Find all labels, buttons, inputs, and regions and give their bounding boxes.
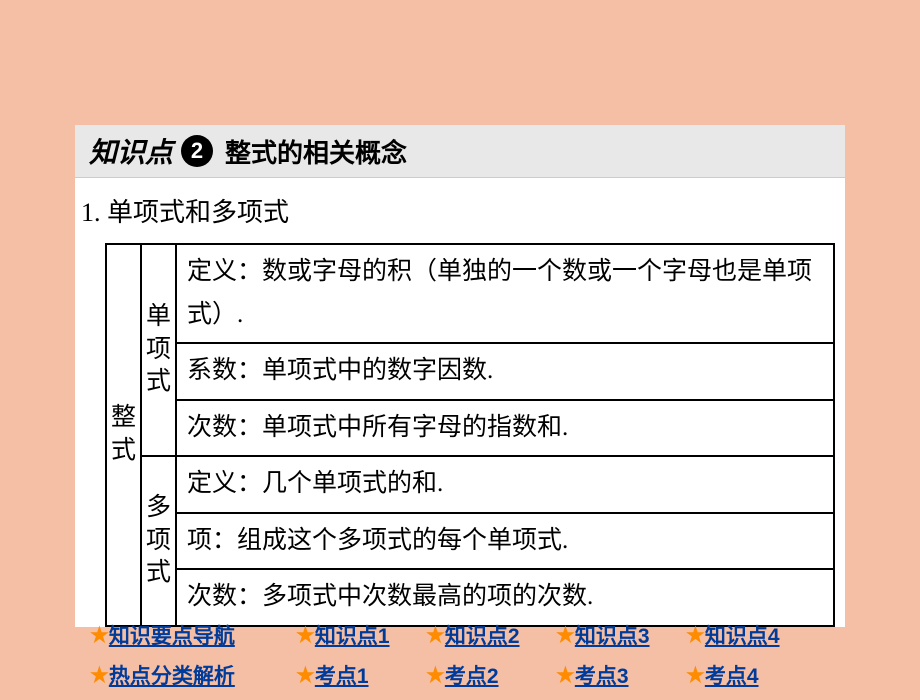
nav-item[interactable]: ★考点1 (296, 660, 426, 690)
table-row: 次数：单项式中所有字母的指数和. (106, 400, 834, 457)
content-panel: 知识点 2 整式的相关概念 1. 单项式和多项式 整式 单项式 定义：数或字母的… (75, 125, 845, 627)
nav-link-exam-1[interactable]: 考点1 (315, 660, 369, 690)
star-icon: ★ (426, 663, 445, 688)
section-title: 整式的相关概念 (225, 133, 407, 170)
nav-link-exam-2[interactable]: 考点2 (445, 660, 499, 690)
group1-header: 单项式 (141, 244, 176, 456)
star-icon: ★ (426, 623, 445, 648)
star-icon: ★ (90, 663, 109, 688)
nav-link-exam-3[interactable]: 考点3 (575, 660, 629, 690)
section-label: 知识点 (89, 131, 173, 171)
nav-link-knowledge-outline[interactable]: 知识要点导航 (109, 620, 235, 650)
nav-item[interactable]: ★知识点4 (686, 620, 816, 650)
section-header: 知识点 2 整式的相关概念 (75, 125, 845, 178)
nav-item[interactable]: ★知识点1 (296, 620, 426, 650)
star-icon: ★ (296, 663, 315, 688)
nav-item[interactable]: ★考点2 (426, 660, 556, 690)
outer-group-header: 整式 (106, 244, 141, 626)
nav-header-item[interactable]: ★知识要点导航 (90, 620, 296, 650)
definition-table: 整式 单项式 定义：数或字母的积（单独的一个数或一个字母也是单项式）. 系数：单… (105, 243, 835, 627)
nav-link-hotspot-analysis[interactable]: 热点分类解析 (109, 660, 235, 690)
star-icon: ★ (686, 623, 705, 648)
table-row: 多项式 定义：几个单项式的和. (106, 456, 834, 513)
definition-cell: 次数：单项式中所有字母的指数和. (176, 400, 834, 457)
table-row: 项：组成这个多项式的每个单项式. (106, 513, 834, 570)
star-icon: ★ (296, 623, 315, 648)
definition-cell: 定义：几个单项式的和. (176, 456, 834, 513)
table-row: 整式 单项式 定义：数或字母的积（单独的一个数或一个字母也是单项式）. (106, 244, 834, 343)
definition-cell: 系数：单项式中的数字因数. (176, 343, 834, 400)
nav-link-exam-4[interactable]: 考点4 (705, 660, 759, 690)
nav-link-knowledge-2[interactable]: 知识点2 (445, 620, 520, 650)
nav-item[interactable]: ★知识点2 (426, 620, 556, 650)
nav-link-knowledge-4[interactable]: 知识点4 (705, 620, 780, 650)
nav-row-1: ★知识要点导航 ★知识点1 ★知识点2 ★知识点3 ★知识点4 (90, 620, 860, 650)
definition-cell: 项：组成这个多项式的每个单项式. (176, 513, 834, 570)
star-icon: ★ (686, 663, 705, 688)
definition-cell: 次数：多项式中次数最高的项的次数. (176, 569, 834, 626)
table-row: 系数：单项式中的数字因数. (106, 343, 834, 400)
definition-cell: 定义：数或字母的积（单独的一个数或一个字母也是单项式）. (176, 244, 834, 343)
group2-header: 多项式 (141, 456, 176, 626)
navigation-area: ★知识要点导航 ★知识点1 ★知识点2 ★知识点3 ★知识点4 ★热点分类解析 … (90, 620, 860, 700)
star-icon: ★ (90, 623, 109, 648)
section-number-badge: 2 (181, 135, 213, 167)
nav-row-2: ★热点分类解析 ★考点1 ★考点2 ★考点3 ★考点4 (90, 660, 860, 690)
nav-item[interactable]: ★考点3 (556, 660, 686, 690)
star-icon: ★ (556, 623, 575, 648)
subsection-title: 1. 单项式和多项式 (75, 178, 845, 243)
nav-link-knowledge-3[interactable]: 知识点3 (575, 620, 650, 650)
nav-header-item[interactable]: ★热点分类解析 (90, 660, 296, 690)
table-row: 次数：多项式中次数最高的项的次数. (106, 569, 834, 626)
nav-item[interactable]: ★考点4 (686, 660, 816, 690)
nav-item[interactable]: ★知识点3 (556, 620, 686, 650)
nav-link-knowledge-1[interactable]: 知识点1 (315, 620, 390, 650)
star-icon: ★ (556, 663, 575, 688)
